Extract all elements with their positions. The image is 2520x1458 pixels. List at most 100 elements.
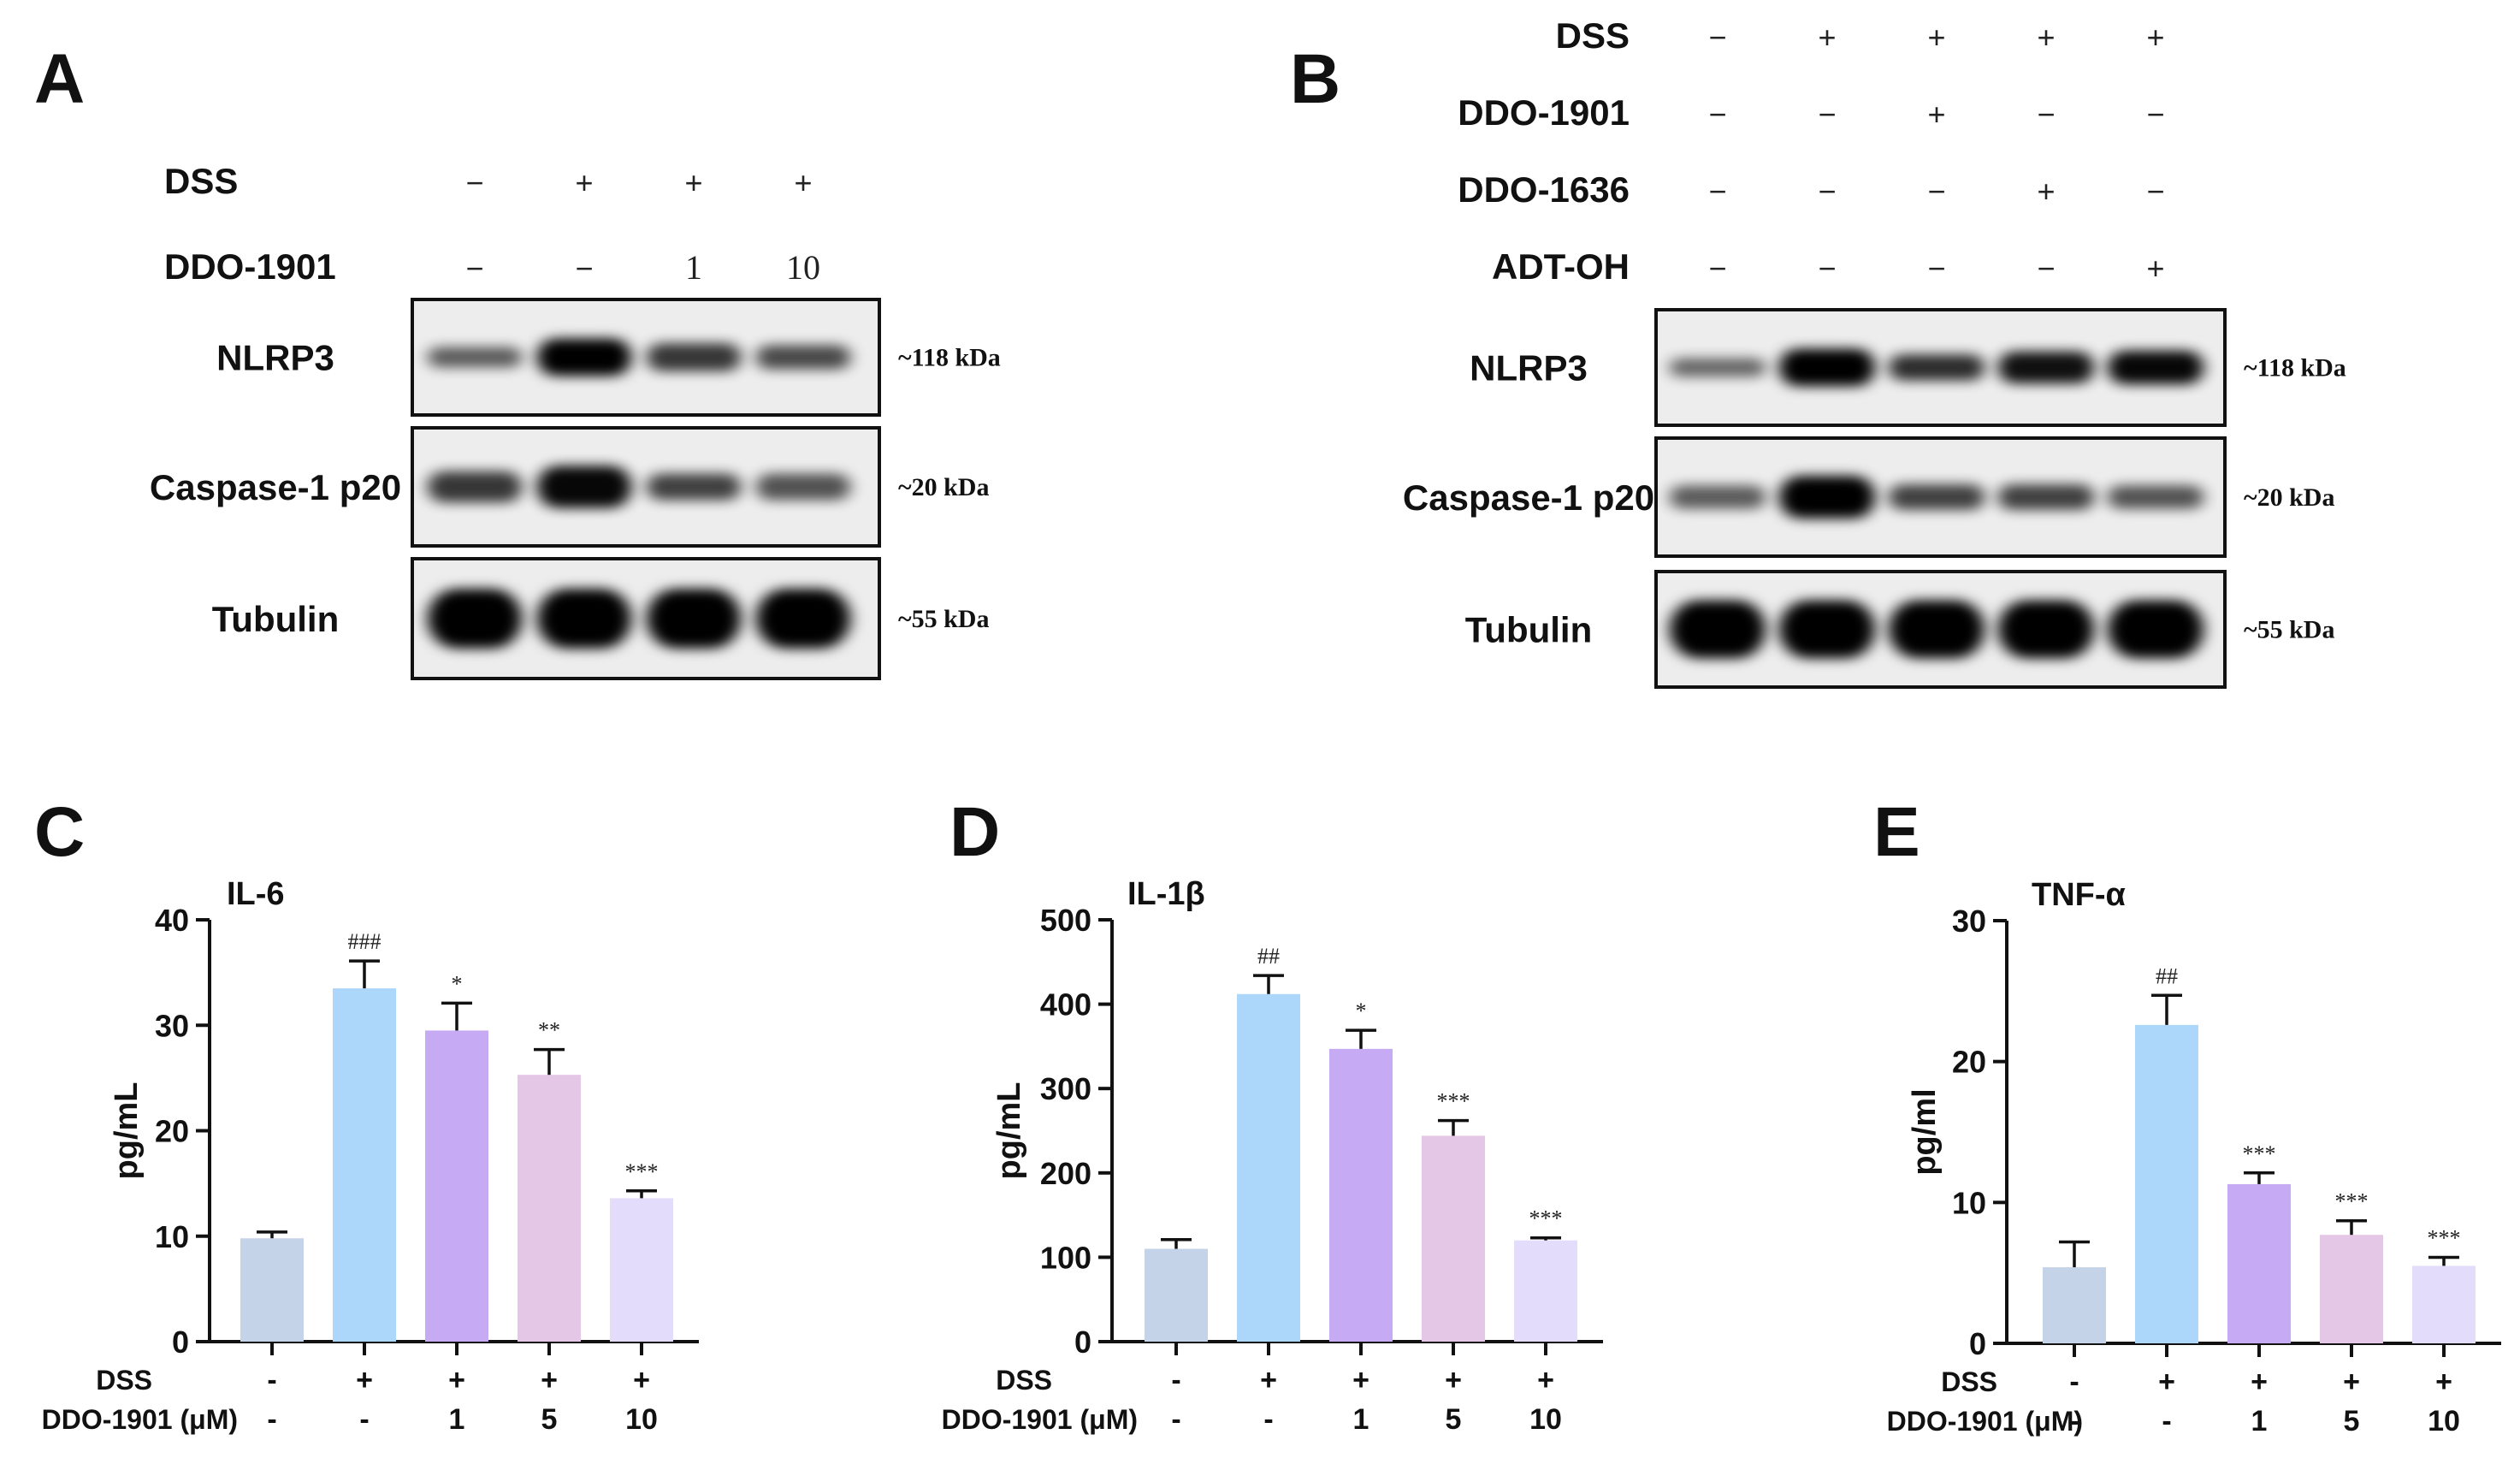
dose-value: 1 <box>449 1403 465 1436</box>
significance-label: ## <box>2156 963 2178 988</box>
protein-band <box>537 589 631 649</box>
bar <box>2135 1024 2198 1343</box>
protein-band <box>1889 354 1985 381</box>
molecular-weight-label: ~20 kDa <box>2244 483 2334 512</box>
dss-value: + <box>2435 1366 2452 1398</box>
bar-chart-tnfa: 0 10 20 30 TNF-α pg/ml - - ## + - *** +1 *** +5 *** +10 D… <box>1887 877 2501 1437</box>
protein-band <box>756 589 850 649</box>
condition-value: − <box>1927 174 1945 209</box>
condition-value: − <box>1818 251 1836 286</box>
bar <box>425 1030 488 1342</box>
y-tick-label: 200 <box>1040 1156 1091 1191</box>
dose-value: - <box>267 1403 276 1436</box>
y-tick-label: 30 <box>1952 904 1986 939</box>
protein-band <box>1670 600 1766 659</box>
condition-label: DDO-1636 <box>1458 169 1630 210</box>
significance-label: *** <box>2428 1226 2461 1251</box>
bar <box>518 1075 581 1342</box>
protein-label: Caspase-1 p20 <box>150 467 401 507</box>
dose-value: - <box>1171 1403 1180 1436</box>
condition-value: − <box>2146 97 2164 132</box>
y-tick-label: 30 <box>155 1008 189 1043</box>
dss-value: + <box>2158 1366 2175 1398</box>
bar <box>2227 1183 2291 1343</box>
bar <box>2043 1267 2106 1343</box>
row-label-dose: DDO-1901 (μM) <box>942 1404 1138 1435</box>
dose-value: - <box>2162 1405 2171 1437</box>
protein-band <box>1998 600 2094 659</box>
significance-label: *** <box>1437 1089 1470 1114</box>
protein-label: Tubulin <box>212 599 340 639</box>
condition-value: + <box>794 165 812 200</box>
dose-value: 5 <box>541 1403 558 1436</box>
protein-band <box>756 345 850 370</box>
protein-band <box>2108 350 2204 385</box>
condition-value: + <box>684 165 702 200</box>
condition-value: − <box>465 165 483 200</box>
y-axis-label: pg/ml <box>1907 1088 1943 1175</box>
row-label-dss: DSS <box>96 1365 152 1396</box>
panel-letter-C: C <box>34 793 85 871</box>
protein-band <box>1779 600 1875 659</box>
dss-value: + <box>1352 1364 1369 1396</box>
y-tick-label: 10 <box>1952 1185 1986 1220</box>
dss-value: - <box>267 1364 276 1396</box>
protein-band <box>428 347 522 368</box>
chart-title: TNF-α <box>2032 877 2126 913</box>
bar-chart-il6: 0 10 20 30 40 IL-6 pg/mL - - ### + - * +1 ** +5 *** +10 DS… <box>42 876 699 1436</box>
condition-value: + <box>575 165 593 200</box>
molecular-weight-label: ~55 kDa <box>898 605 989 633</box>
significance-label: * <box>1356 999 1367 1023</box>
significance-label: *** <box>2335 1189 2369 1214</box>
condition-value: 10 <box>786 248 820 287</box>
dss-value: + <box>1537 1364 1554 1396</box>
y-tick-label: 100 <box>1040 1240 1091 1275</box>
molecular-weight-label: ~118 kDa <box>2244 354 2346 382</box>
dss-value: - <box>1171 1364 1180 1396</box>
row-label-dss: DSS <box>996 1365 1052 1396</box>
condition-label: DSS <box>1556 15 1630 56</box>
protein-band <box>428 589 522 649</box>
condition-value: − <box>1818 174 1836 209</box>
significance-label: ** <box>538 1018 560 1043</box>
significance-label: ### <box>348 929 382 954</box>
dose-value: 1 <box>1353 1403 1369 1436</box>
protein-band <box>756 473 850 501</box>
condition-label: DDO-1901 <box>1458 92 1630 133</box>
protein-band <box>1670 485 1766 509</box>
condition-value: + <box>1818 20 1836 55</box>
bar <box>1329 1048 1393 1342</box>
condition-label: DDO-1901 <box>164 246 336 287</box>
dose-value: - <box>359 1403 369 1436</box>
bar <box>240 1238 304 1342</box>
row-label-dose: DDO-1901 (μM) <box>42 1404 238 1435</box>
dss-value: + <box>448 1364 465 1396</box>
molecular-weight-label: ~20 kDa <box>898 473 989 501</box>
y-tick-label: 0 <box>1969 1326 1986 1361</box>
condition-value: 1 <box>685 248 702 287</box>
protein-band <box>1889 600 1985 659</box>
chart-title: IL-1β <box>1127 876 1205 912</box>
protein-band <box>2108 600 2204 659</box>
significance-label: *** <box>625 1159 659 1184</box>
dss-value: + <box>1260 1364 1277 1396</box>
dose-value: 10 <box>625 1403 658 1436</box>
panel-letter-E: E <box>1873 793 1920 871</box>
panel-letter-B: B <box>1290 40 1340 118</box>
dss-value: + <box>541 1364 558 1396</box>
condition-value: + <box>2037 174 2055 209</box>
dss-value: + <box>2343 1366 2360 1398</box>
y-tick-label: 400 <box>1040 987 1091 1022</box>
condition-value: − <box>1708 174 1726 209</box>
western-blot-panel-b: DSS − + + + + DDO-1901 − − + − − DDO-1636 − − − + − ADT-OH… <box>1403 15 2346 689</box>
protein-band <box>2108 485 2204 509</box>
y-tick-label: 300 <box>1040 1071 1091 1106</box>
molecular-weight-label: ~55 kDa <box>2244 616 2334 644</box>
protein-band <box>428 471 522 503</box>
bar <box>333 988 396 1342</box>
y-axis-label: pg/mL <box>109 1082 145 1180</box>
protein-band <box>1889 484 1985 510</box>
protein-band <box>1779 476 1875 519</box>
dose-value: 1 <box>2251 1405 2268 1437</box>
